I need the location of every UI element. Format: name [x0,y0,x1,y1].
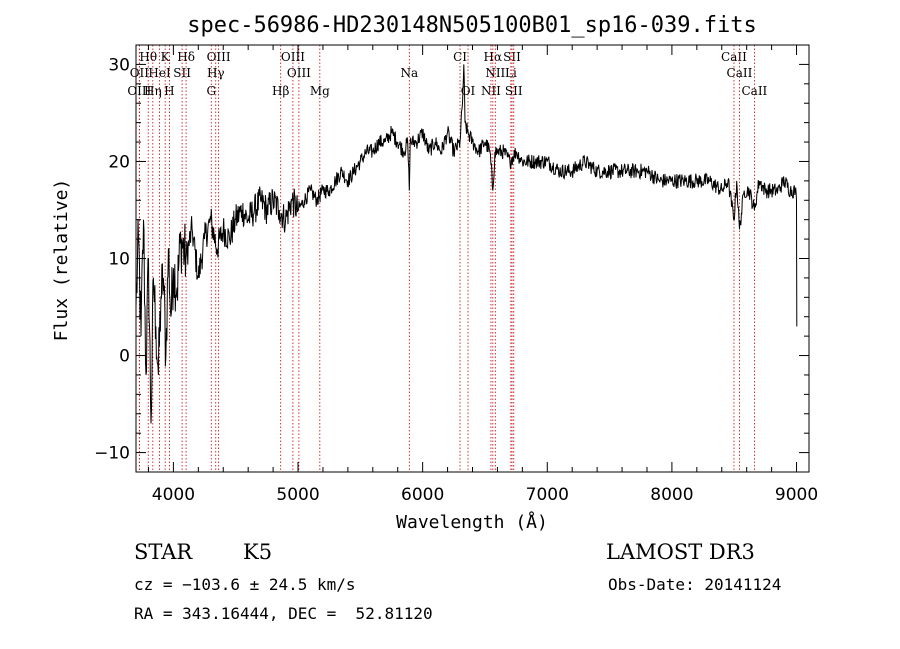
spectral-line-label: Mg [310,84,330,98]
spectral-line-label: Na [400,66,418,80]
spectral-line-label: K [161,50,171,64]
spectrum-series [135,64,798,424]
y-tick-label: −10 [94,444,130,464]
spectral-line-label: CI [453,50,467,64]
spectral-line-label: OIII [207,50,231,64]
spectral-line-label: H [164,84,174,98]
spectral-line-label: Hη [144,84,162,98]
object-subclass: K5 [243,540,273,564]
x-tick-label: 9000 [775,485,818,505]
spectrum-line [135,64,798,424]
plot-frame [135,44,810,473]
chart-title: spec-56986-HD230148N505100B01_sp16-039.f… [187,13,757,38]
spectral-line-label: Hθ [139,50,157,64]
x-tick-label: 6000 [401,485,444,505]
spectral-line-label: CaII [727,66,753,80]
y-tick-label: 20 [108,152,130,172]
object-class: STAR [134,540,193,564]
spectral-line-label: Hγ [207,66,225,80]
spectral-line-label: NII [481,84,501,98]
y-axis-label: Flux (relative) [51,179,72,342]
spectral-line-label: CaII [741,84,767,98]
y-tick-label: 0 [119,347,130,367]
spectral-line-label: CaII [721,50,747,64]
spectral-line-label: Hδ [177,50,195,64]
spectral-line-label: OIII [287,66,311,80]
spectral-line-label: SII [173,66,191,80]
spectral-line-label: HeI [148,66,171,80]
observation-date: Obs-Date: 20141124 [608,575,782,594]
spectral-line-label: Hα [484,50,503,64]
x-tick-label: 5000 [276,485,319,505]
spectral-line-label: Li [505,66,517,80]
spectral-line-label: SII [503,50,521,64]
x-tick-label: 8000 [650,485,693,505]
y-tick-label: 10 [108,250,130,270]
y-tick-label: 30 [108,55,130,75]
spectral-line-label: SII [505,84,523,98]
spectral-line-label: G [206,84,216,98]
x-axis-label: Wavelength (Å) [396,511,548,533]
spectral-line-label: NII [485,66,505,80]
coordinates: RA = 343.16444, DEC = 52.81120 [134,604,433,623]
spectral-line-label: Hβ [272,84,289,98]
x-tick-label: 4000 [152,485,195,505]
axis-ticks: 4000 5000 6000 7000 8000 9000 −10 0 10 20 30 [94,44,818,505]
spectral-line-label: OIII [127,84,151,98]
spectral-line-label: OIII [281,50,305,64]
survey-name: LAMOST DR3 [606,540,755,564]
redshift-cz: cz = −103.6 ± 24.5 km/s [134,575,356,594]
x-tick-label: 7000 [526,485,569,505]
